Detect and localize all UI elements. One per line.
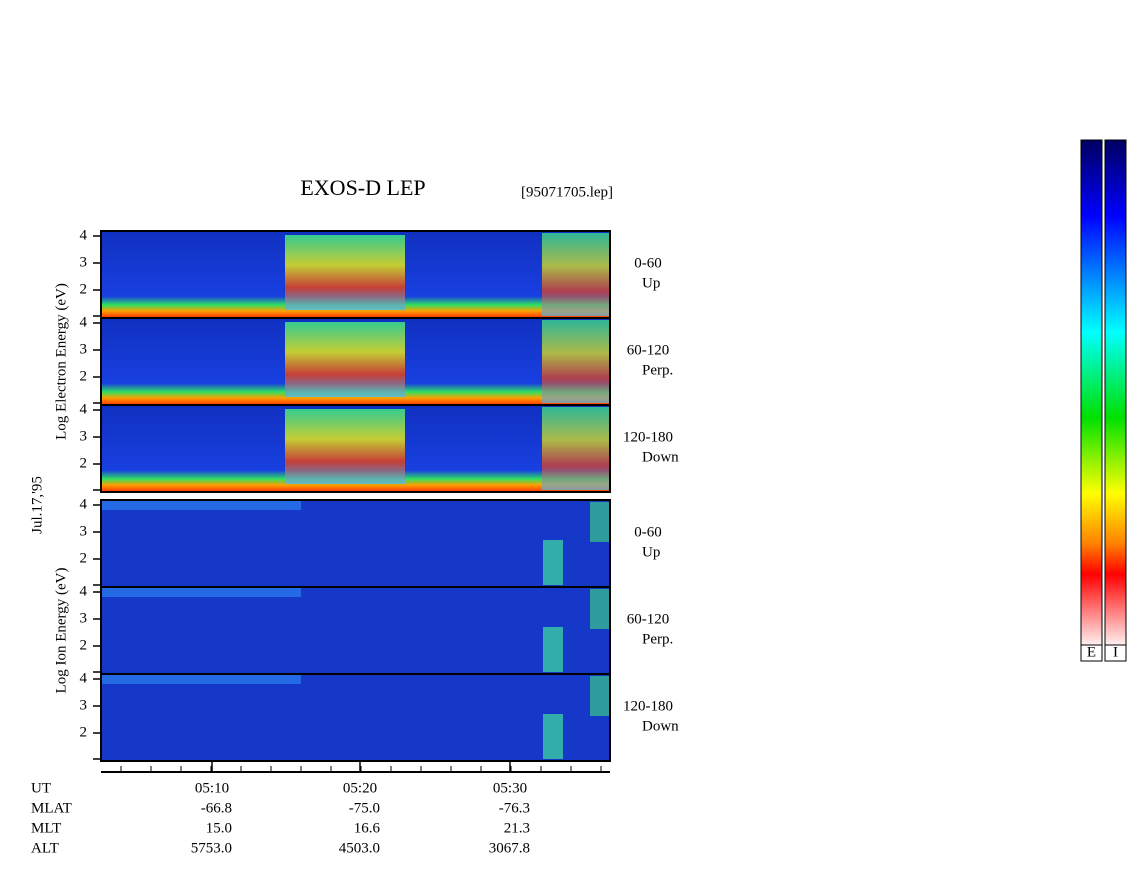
y-tick-label: 4 — [80, 227, 88, 243]
spectrogram-band — [101, 500, 301, 510]
colorbar-label: E — [1087, 644, 1096, 660]
row-label: ALT — [31, 840, 59, 856]
row-value: 16.6 — [354, 820, 381, 836]
spectrogram — [101, 587, 610, 674]
row-value: 4503.0 — [339, 840, 380, 856]
colorbar-label-box — [1080, 644, 1103, 662]
y-tick-label: 3 — [80, 254, 88, 270]
row-label: UT — [31, 780, 51, 796]
colorbar-label-box — [1104, 644, 1127, 662]
row-label: MLAT — [31, 800, 72, 816]
y-tick-label: 3 — [80, 341, 88, 357]
x-tick-label: 05:30 — [493, 780, 527, 796]
angle-label: 120-180 — [623, 429, 673, 445]
spectrogram-burst — [543, 714, 563, 759]
spectrogram-burst — [285, 322, 405, 397]
spectrogram-burst — [542, 320, 610, 403]
row-value: 5753.0 — [191, 840, 232, 856]
angle-label: 120-180 — [623, 698, 673, 714]
spectrogram-burst — [590, 502, 610, 542]
spectrogram-burst — [542, 407, 610, 490]
angle-label: 60-120 — [627, 611, 670, 627]
direction-label: Down — [642, 718, 679, 734]
spectrogram-burst — [285, 409, 405, 484]
x-tick-label: 05:10 — [195, 780, 229, 796]
direction-label: Up — [642, 544, 660, 560]
row-value: 15.0 — [206, 820, 232, 836]
y-tick-label: 3 — [80, 428, 88, 444]
angle-label: 0-60 — [634, 255, 662, 271]
row-label: MLT — [31, 820, 61, 836]
row-value: 3067.8 — [489, 840, 530, 856]
colorbar-label: I — [1113, 644, 1118, 660]
y-tick-label: 4 — [80, 670, 88, 686]
panel-frame — [100, 673, 611, 762]
row-value: -75.0 — [349, 800, 380, 816]
direction-label: Up — [642, 275, 660, 291]
colorbar — [1104, 139, 1127, 646]
y-tick-label: 4 — [80, 314, 88, 330]
spectrogram — [101, 500, 610, 587]
spectrogram — [101, 674, 610, 761]
y-tick-label: 3 — [80, 610, 88, 626]
y-tick-label: 2 — [80, 455, 88, 471]
time-axis: 05:10 05:20 05:30 UT MLAT -66.8 -75.0 -76.3 MLT 1… — [31, 762, 610, 856]
direction-label: Perp. — [642, 362, 673, 378]
date-label: Jul.17,'95 — [29, 476, 45, 534]
y-tick-label: 2 — [80, 368, 88, 384]
title: EXOS-D LEP — [300, 175, 425, 200]
y-tick-label: 2 — [80, 281, 88, 297]
y-tick-label: 4 — [80, 583, 88, 599]
spectrogram-burst — [543, 627, 563, 672]
y-tick-label: 2 — [80, 550, 88, 566]
spectrogram-burst — [285, 235, 405, 310]
direction-label: Down — [642, 449, 679, 465]
spectrogram-burst — [543, 540, 563, 585]
y-tick-label: 2 — [80, 637, 88, 653]
y-tick-label: 3 — [80, 697, 88, 713]
colorbar — [1080, 139, 1103, 646]
angle-label: 60-120 — [627, 342, 670, 358]
x-tick-label: 05:20 — [343, 780, 377, 796]
row-value: -76.3 — [499, 800, 530, 816]
spectrogram-band — [101, 587, 301, 597]
y-axis-label: Log Electron Energy (eV) — [53, 283, 69, 440]
panel-frame — [100, 404, 611, 493]
spectrograms: Log Electron Energy (eV) 4 3 2 0-60 Up 4 3 2 60-1… — [53, 227, 679, 762]
spectrogram-burst — [590, 676, 610, 716]
row-value: -66.8 — [201, 800, 232, 816]
y-tick-label: 2 — [80, 724, 88, 740]
spectrogram-band — [101, 674, 301, 684]
file-name: [95071705.lep] — [521, 184, 613, 200]
row-value: 21.3 — [504, 820, 530, 836]
y-axis-label: Log Ion Energy (eV) — [53, 568, 69, 694]
y-tick-label: 3 — [80, 523, 88, 539]
direction-label: Perp. — [642, 631, 673, 647]
spectrogram-burst — [542, 233, 610, 316]
spectrogram-burst — [590, 589, 610, 629]
y-tick-label: 4 — [80, 496, 88, 512]
y-tick-label: 4 — [80, 401, 88, 417]
angle-label: 0-60 — [634, 524, 662, 540]
